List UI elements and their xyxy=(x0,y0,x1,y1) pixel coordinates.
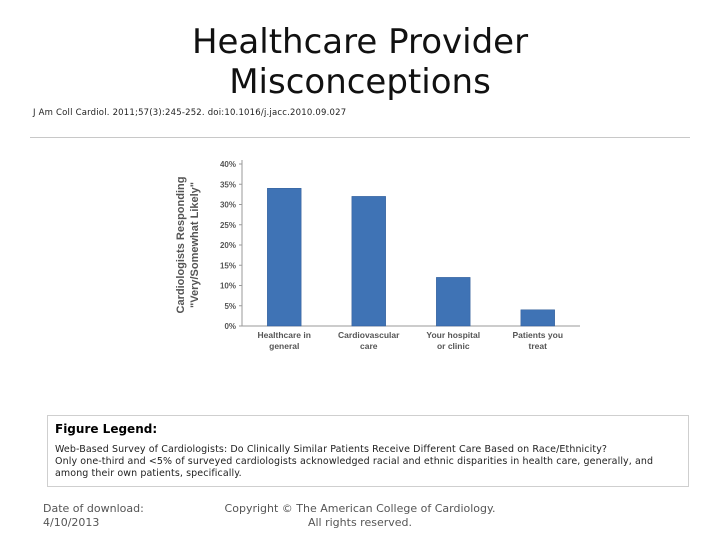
y-tick-label: 5% xyxy=(224,302,236,311)
bar-chart: Cardiologists Responding "Very/Somewhat L… xyxy=(170,152,590,357)
figure-legend-body: Web-Based Survey of Cardiologists: Do Cl… xyxy=(55,444,680,480)
download-date: Date of download: 4/10/2013 xyxy=(43,502,144,530)
figure-legend-line-1: Web-Based Survey of Cardiologists: Do Cl… xyxy=(55,444,608,455)
figure-legend: Figure Legend: Web-Based Survey of Cardi… xyxy=(47,415,689,487)
y-tick-label: 10% xyxy=(220,282,236,291)
download-date-value: 4/10/2013 xyxy=(43,516,100,529)
slide-title: Healthcare Provider Misconceptions xyxy=(160,22,560,102)
x-tick-label: Cardiovascular care xyxy=(338,330,400,351)
copyright-line-1: Copyright © The American College of Card… xyxy=(224,502,496,515)
bar xyxy=(351,196,386,327)
citation: J Am Coll Cardiol. 2011;57(3):245-252. d… xyxy=(33,108,347,118)
x-tick-label: Healthcare in general xyxy=(258,330,311,351)
y-tick-label: 20% xyxy=(220,241,236,250)
x-tick-label: Patients you treat xyxy=(512,330,563,351)
y-axis-label: Cardiologists Responding "Very/Somewhat L… xyxy=(175,177,201,314)
slide-title-line-1: Healthcare Provider xyxy=(191,22,529,62)
y-tick-label: 35% xyxy=(220,180,236,189)
copyright: Copyright © The American College of Card… xyxy=(210,502,510,530)
bar xyxy=(520,309,555,327)
slide-title-line-2: Misconceptions xyxy=(229,62,491,102)
figure-legend-line-2: Only one-third and <5% of surveyed cardi… xyxy=(55,456,654,479)
y-tick-label: 0% xyxy=(224,322,236,331)
bar-chart-svg: Cardiologists Responding "Very/Somewhat L… xyxy=(175,160,580,351)
bar xyxy=(267,188,302,327)
y-tick-label: 40% xyxy=(220,160,236,169)
download-date-label: Date of download: xyxy=(43,502,144,515)
x-tick-label: Your hospital or clinic xyxy=(426,330,480,351)
copyright-line-2: All rights reserved. xyxy=(307,516,413,529)
y-tick-label: 25% xyxy=(220,221,236,230)
y-tick-label: 15% xyxy=(220,261,236,270)
bar xyxy=(436,277,471,327)
y-tick-label: 30% xyxy=(220,201,236,210)
divider xyxy=(30,137,690,138)
figure-legend-title: Figure Legend: xyxy=(55,422,158,436)
